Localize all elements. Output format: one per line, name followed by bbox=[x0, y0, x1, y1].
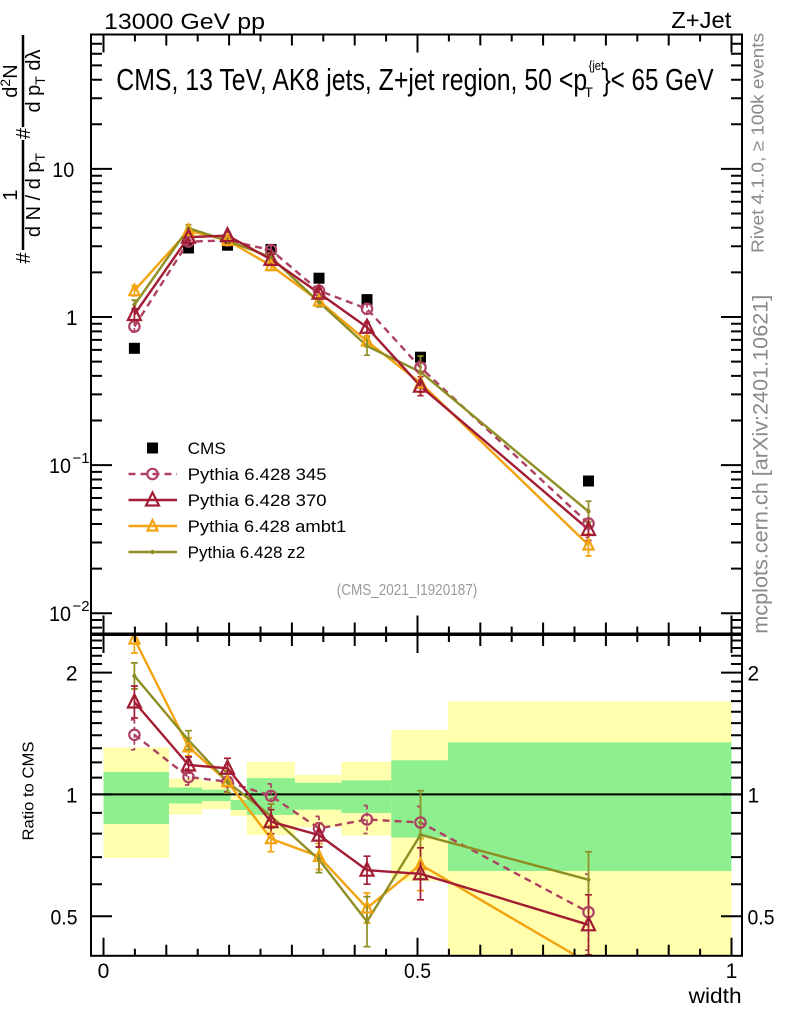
svg-text:}< 65 GeV: }< 65 GeV bbox=[603, 62, 714, 97]
svg-text:#: # bbox=[13, 127, 35, 139]
svg-text:mcplots.cern.ch [arXiv:2401.10: mcplots.cern.ch [arXiv:2401.10621] bbox=[750, 295, 773, 634]
svg-text:Pythia 6.428 z2: Pythia 6.428 z2 bbox=[188, 543, 306, 562]
svg-text:10: 10 bbox=[49, 455, 71, 478]
svg-text:Pythia 6.428 ambt1: Pythia 6.428 ambt1 bbox=[188, 517, 347, 536]
svg-text:T: T bbox=[584, 84, 593, 100]
svg-text:2: 2 bbox=[66, 663, 78, 686]
svg-text:Pythia 6.428 370: Pythia 6.428 370 bbox=[188, 491, 327, 510]
svg-text:Z+Jet: Z+Jet bbox=[671, 7, 732, 33]
svg-text:width: width bbox=[688, 984, 742, 1008]
svg-text:13000 GeV pp: 13000 GeV pp bbox=[104, 9, 265, 34]
svg-text:Ratio to CMS: Ratio to CMS bbox=[21, 742, 38, 841]
svg-text:10: 10 bbox=[52, 159, 74, 182]
svg-text:1: 1 bbox=[66, 307, 78, 330]
svg-text:#: # bbox=[13, 252, 35, 264]
svg-text:2: 2 bbox=[748, 663, 760, 686]
svg-text:10: 10 bbox=[49, 603, 71, 626]
svg-text:1: 1 bbox=[0, 189, 22, 200]
svg-text:1: 1 bbox=[748, 784, 760, 807]
svg-text:0.5: 0.5 bbox=[51, 906, 78, 929]
svg-text:Rivet 4.1.0, ≥ 100k events: Rivet 4.1.0, ≥ 100k events bbox=[748, 33, 768, 253]
svg-text:−2: −2 bbox=[73, 598, 90, 615]
svg-text:{jet: {jet bbox=[589, 59, 605, 73]
svg-text:−1: −1 bbox=[73, 450, 90, 467]
svg-text:0.5: 0.5 bbox=[404, 960, 431, 983]
svg-text:1: 1 bbox=[66, 784, 78, 807]
svg-text:0: 0 bbox=[98, 960, 110, 983]
svg-text:1: 1 bbox=[726, 960, 738, 983]
svg-text:CMS, 13 TeV, AK8 jets, Z+jet r: CMS, 13 TeV, AK8 jets, Z+jet region, 50 … bbox=[116, 62, 587, 97]
svg-text:d2N: d2N bbox=[0, 64, 22, 97]
svg-text:Pythia 6.428 345: Pythia 6.428 345 bbox=[188, 465, 327, 484]
svg-text:0.5: 0.5 bbox=[748, 906, 775, 929]
svg-text:d N / d pT: d N / d pT bbox=[23, 152, 48, 237]
svg-text:CMS: CMS bbox=[188, 439, 226, 458]
svg-text:(CMS_2021_I1920187): (CMS_2021_I1920187) bbox=[337, 582, 478, 599]
